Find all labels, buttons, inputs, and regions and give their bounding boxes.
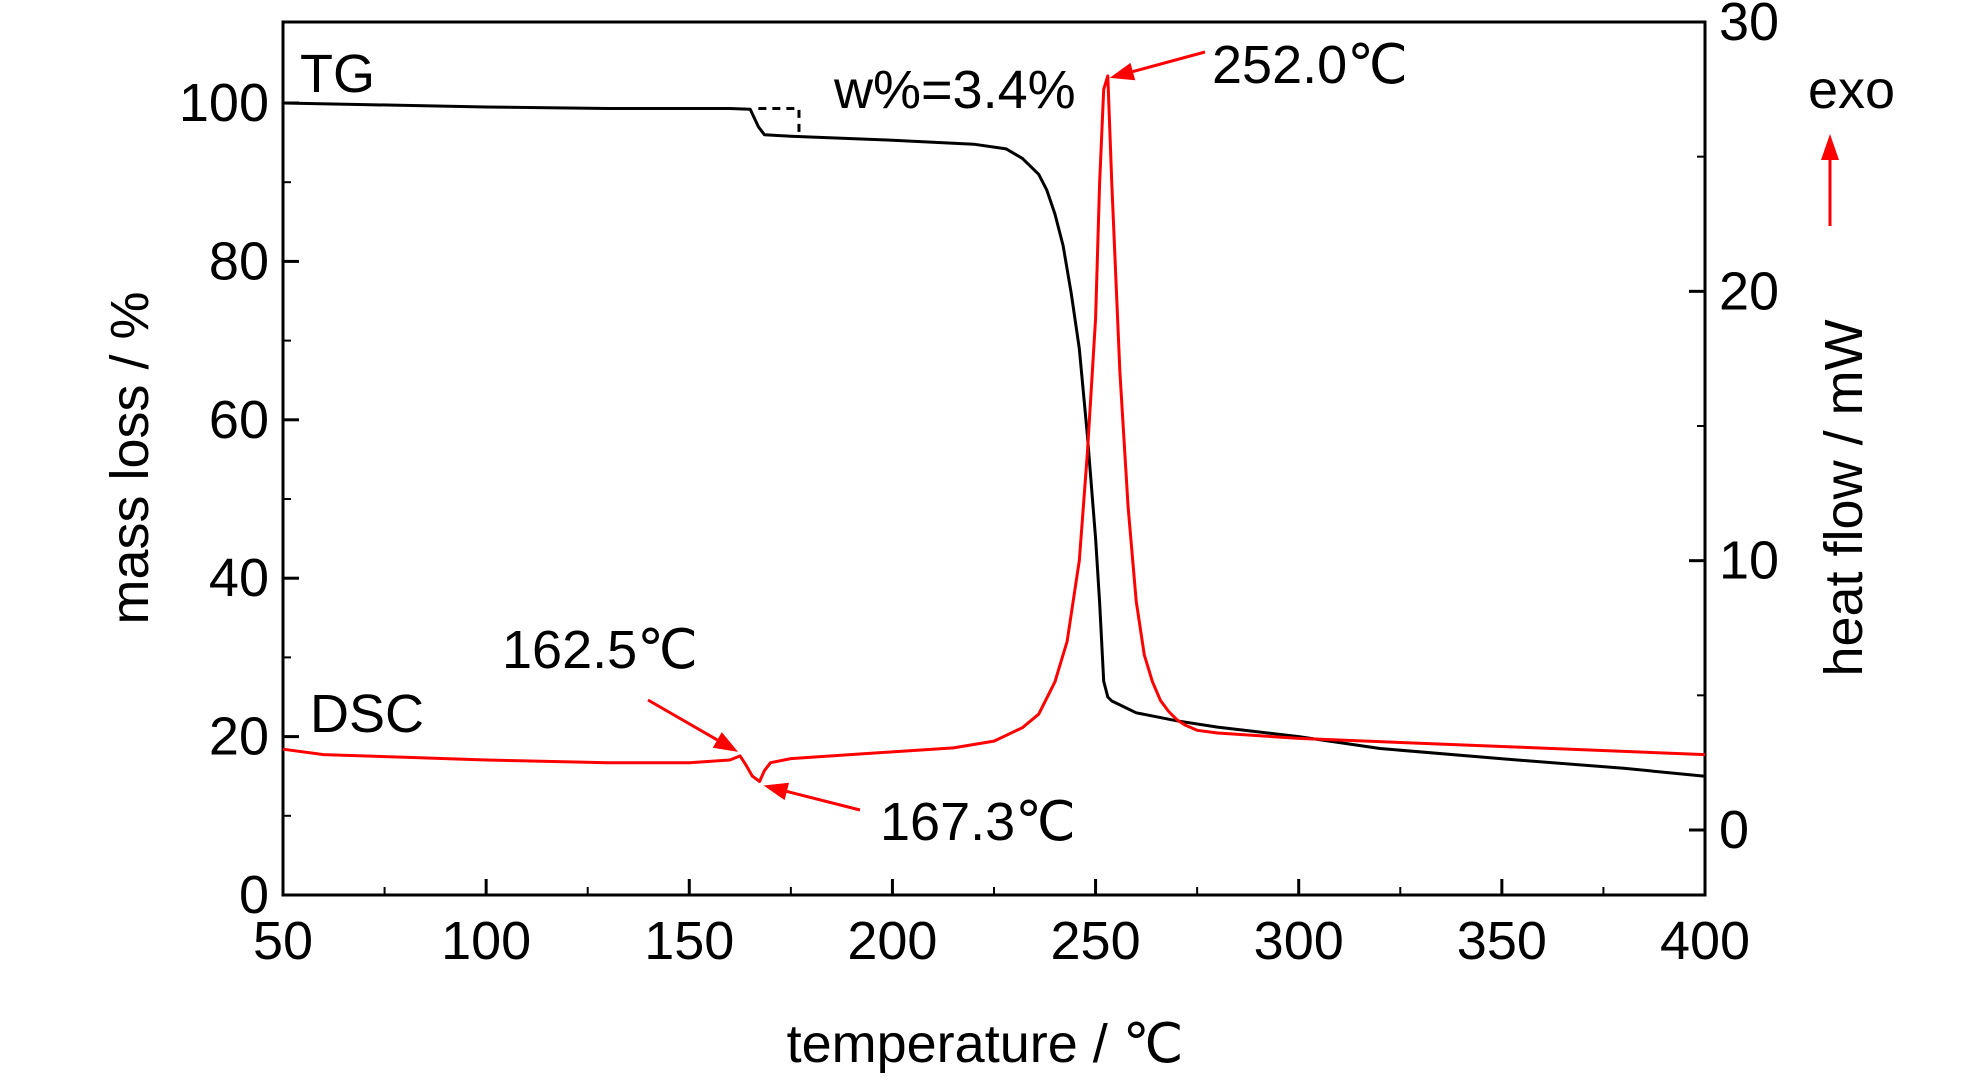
peak-exo-label: 252.0℃ — [1212, 35, 1408, 95]
y-left-tick-label: 80 — [209, 231, 269, 291]
tg-step-bracket — [758, 107, 801, 137]
y-left-tick-label: 60 — [209, 390, 269, 450]
axis-ticks — [281, 20, 1707, 897]
y-right-tick-label: 0 — [1719, 800, 1749, 860]
curves — [282, 74, 1706, 783]
endo-label: 167.3℃ — [880, 792, 1076, 852]
dsc-curve — [282, 74, 1706, 783]
x-tick-label: 300 — [1254, 911, 1344, 971]
y-left-tick-label: 20 — [209, 707, 269, 767]
plot-frame — [281, 20, 1707, 897]
endo-arrow-icon — [763, 782, 861, 812]
tick-labels: 50 100 150 200 250 300 350 400 0 20 40 60 80 100 0 10 20… — [179, 0, 1779, 971]
y-right-tick-label: 30 — [1719, 0, 1779, 52]
exo-label: exo — [1808, 60, 1895, 120]
x-tick-label: 400 — [1660, 911, 1750, 971]
dsc-series-label: DSC — [310, 684, 424, 744]
y-right-tick-label: 20 — [1719, 261, 1779, 321]
y-left-tick-label: 100 — [179, 73, 269, 133]
tg-series-label: TG — [300, 44, 375, 104]
y-left-tick-label: 40 — [209, 548, 269, 608]
y-axis-left-label: mass loss / % — [100, 291, 160, 624]
x-tick-label: 350 — [1457, 911, 1547, 971]
x-tick-label: 50 — [253, 911, 313, 971]
x-axis-label: temperature / ℃ — [787, 1014, 1184, 1074]
onset-label: 162.5℃ — [502, 620, 698, 680]
w-percent-label: w%=3.4% — [833, 60, 1076, 120]
annotation-arrows — [647, 50, 1206, 812]
peak-exo-arrow-icon — [1109, 50, 1206, 81]
y-right-tick-label: 10 — [1719, 531, 1779, 591]
x-tick-label: 250 — [1051, 911, 1141, 971]
y-axis-right-label: heat flow / mW — [1814, 319, 1874, 676]
x-tick-label: 200 — [847, 911, 937, 971]
exo-arrow-icon — [1821, 134, 1839, 226]
onset-arrow-icon — [647, 698, 739, 752]
x-tick-label: 100 — [441, 911, 531, 971]
x-tick-label: 150 — [644, 911, 734, 971]
y-left-tick-label: 0 — [239, 865, 269, 925]
tg-curve — [282, 101, 1706, 778]
